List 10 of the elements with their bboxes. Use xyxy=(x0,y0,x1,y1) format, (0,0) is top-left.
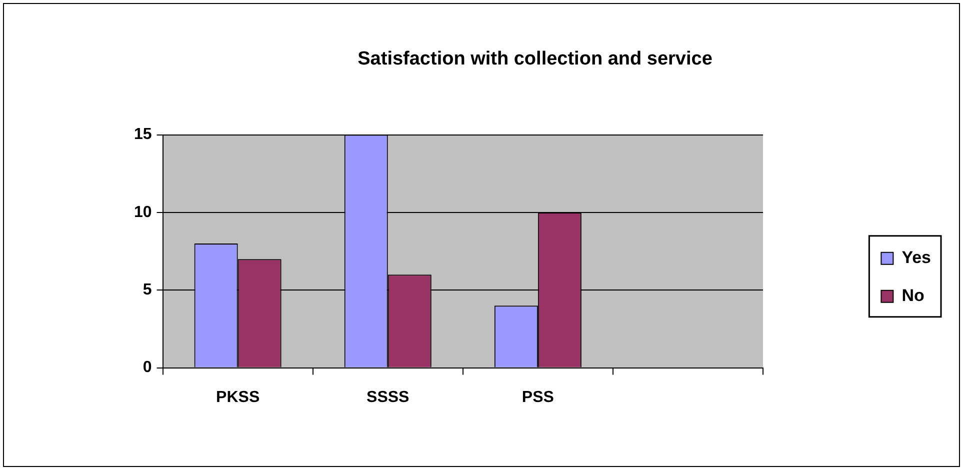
y-tick-label: 5 xyxy=(142,282,152,299)
legend-label: No xyxy=(902,286,924,306)
y-tick-label: 15 xyxy=(134,126,152,144)
y-tick-label: 10 xyxy=(134,204,152,221)
x-tick-label: SSSS xyxy=(366,388,410,406)
y-tick-label: 0 xyxy=(142,359,152,376)
x-tick-label: PKSS xyxy=(216,388,260,406)
chart-title: Satisfaction with collection and service xyxy=(358,48,712,70)
x-tick-label: PSS xyxy=(522,388,554,406)
legend-label: Yes xyxy=(902,248,931,268)
